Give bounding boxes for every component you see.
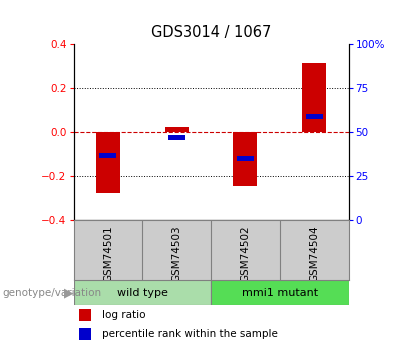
- Text: log ratio: log ratio: [102, 310, 146, 320]
- Bar: [302, 63, 326, 132]
- Text: mmi1 mutant: mmi1 mutant: [242, 288, 318, 298]
- Text: GSM74503: GSM74503: [172, 225, 182, 282]
- Bar: [237, 156, 254, 161]
- Text: wild type: wild type: [117, 288, 168, 298]
- Text: GSM74504: GSM74504: [309, 225, 319, 282]
- Text: GSM74502: GSM74502: [240, 225, 250, 282]
- Title: GDS3014 / 1067: GDS3014 / 1067: [151, 25, 271, 40]
- Bar: [99, 153, 116, 158]
- Text: ▶: ▶: [64, 286, 74, 299]
- Bar: [165, 127, 189, 132]
- Bar: [79, 309, 92, 321]
- Bar: [211, 280, 349, 305]
- Text: GSM74501: GSM74501: [103, 225, 113, 282]
- Bar: [74, 280, 211, 305]
- Bar: [168, 135, 185, 140]
- Bar: [306, 114, 323, 119]
- Bar: [96, 132, 120, 193]
- Bar: [234, 132, 257, 186]
- Text: genotype/variation: genotype/variation: [2, 288, 101, 298]
- Text: percentile rank within the sample: percentile rank within the sample: [102, 329, 278, 339]
- Bar: [79, 328, 92, 340]
